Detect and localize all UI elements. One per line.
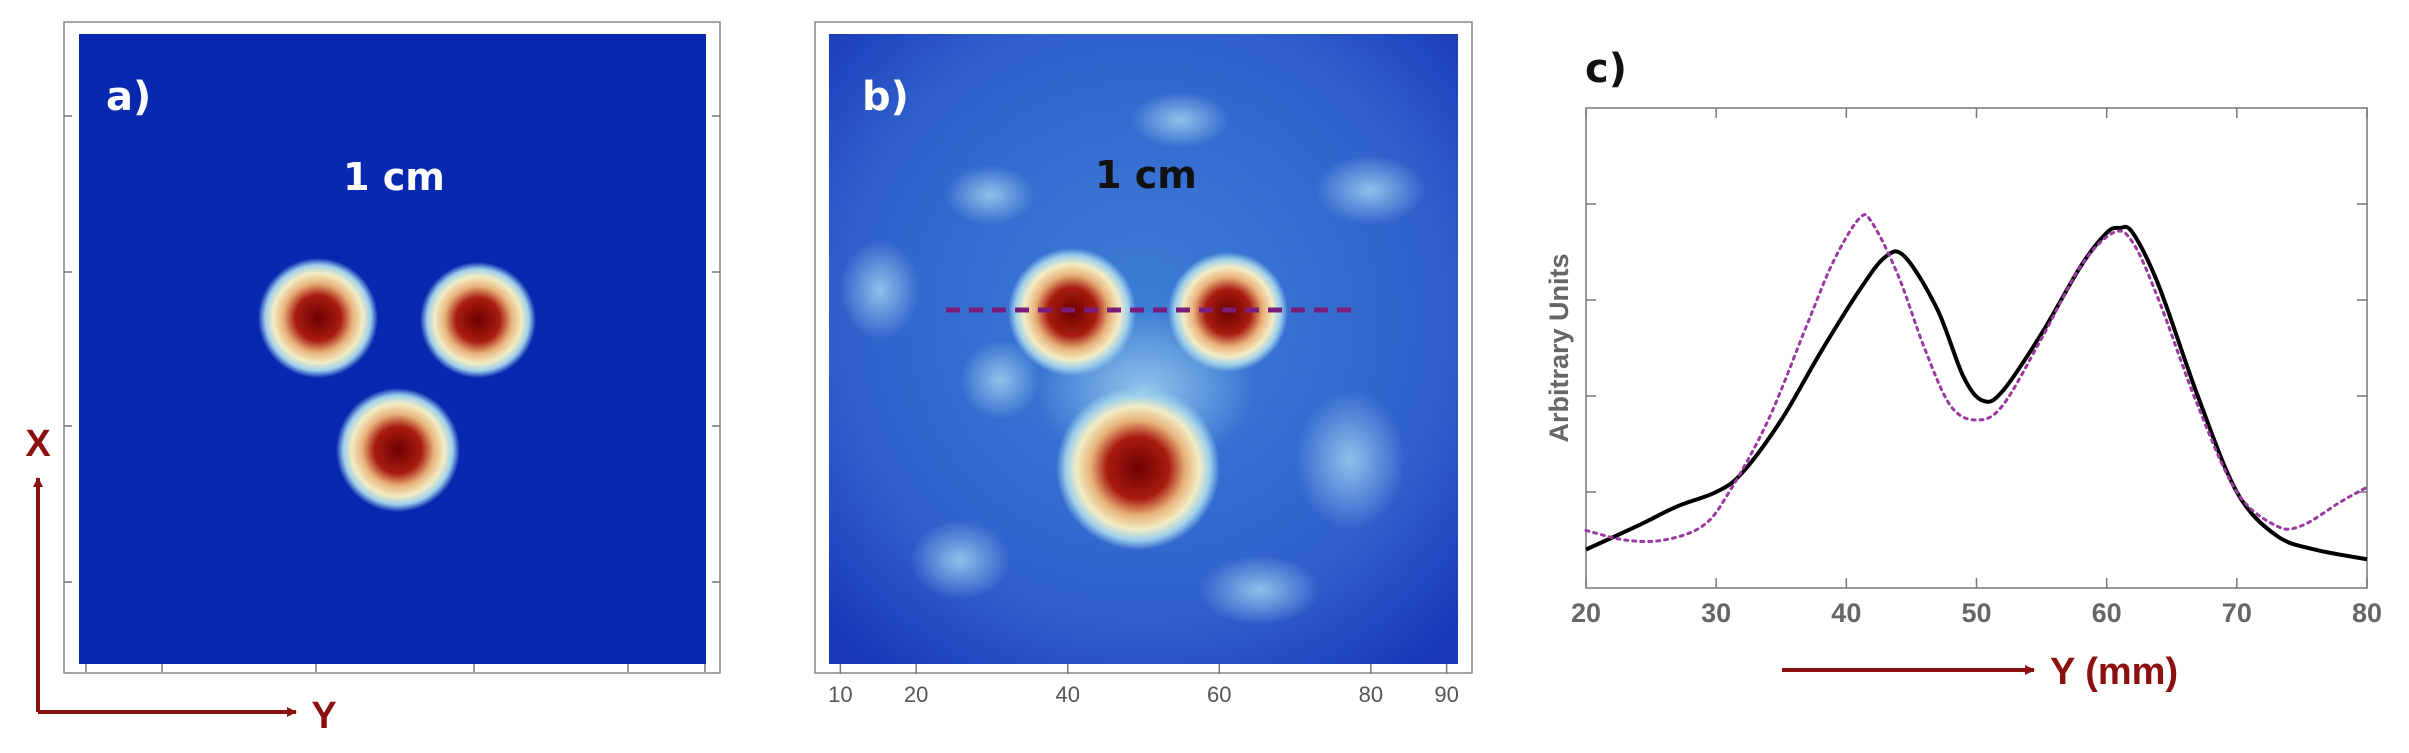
y-direction-label: Y [311, 695, 336, 737]
chart-series [1584, 213, 2369, 562]
panel-b-hotspot-bottom [1056, 386, 1220, 550]
panel-b-x-tick-label: 40 [1055, 682, 1079, 707]
chart-x-tick-label: 60 [2092, 598, 2122, 628]
panel-c: c) 20 30 40 50 60 70 80 Arbitrary Units Y (mm) [1544, 46, 2382, 693]
chart-series-solid-line [1585, 224, 2368, 562]
chart-x-tick-label: 30 [1701, 598, 1731, 628]
chart-series-dotted-line [1584, 213, 2369, 543]
panel-a-heatmap-background [79, 34, 706, 664]
chart-x-tick-label: 20 [1571, 598, 1601, 628]
panel-a-hotspot-right [420, 262, 536, 378]
chart-x-tick-label: 70 [2222, 598, 2252, 628]
panel-a-scale-text: 1 cm [343, 155, 445, 199]
chart-y-label: Arbitrary Units [1544, 253, 1574, 442]
panel-b-x-axis: 10 20 40 60 80 90 [828, 664, 1459, 707]
panel-b-x-tick-label: 20 [904, 682, 928, 707]
panel-b-x-tick-label: 10 [828, 682, 852, 707]
panel-b-scale-text: 1 cm [1095, 153, 1197, 197]
axis-arrows: X Y [25, 423, 336, 737]
panel-c-label: c) [1585, 46, 1627, 92]
chart-x-tick-label: 50 [1961, 598, 1991, 628]
panel-b-x-tick-label: 80 [1359, 682, 1383, 707]
chart-x-label: Y (mm) [2050, 651, 2178, 693]
chart-x-tick-label: 40 [1831, 598, 1861, 628]
panel-a-ticks [64, 115, 720, 672]
x-direction-label: X [25, 423, 51, 465]
chart-plot-area [1585, 107, 2368, 589]
chart-x-axis: 20 30 40 50 60 70 80 [1571, 108, 2382, 628]
panel-b-x-tick-label: 90 [1434, 682, 1458, 707]
panel-b-x-tick-label: 60 [1207, 682, 1231, 707]
chart-x-tick-label: 80 [2352, 598, 2382, 628]
panel-b-label: b) [862, 74, 909, 120]
panel-a-hotspot-bottom [336, 388, 460, 512]
panel-a: a) 1 cm [63, 21, 721, 674]
panel-a-label: a) [106, 74, 151, 120]
panel-b: b) 1 cm 10 20 40 60 80 90 [814, 21, 1473, 707]
panel-a-hotspot-left [258, 258, 378, 378]
